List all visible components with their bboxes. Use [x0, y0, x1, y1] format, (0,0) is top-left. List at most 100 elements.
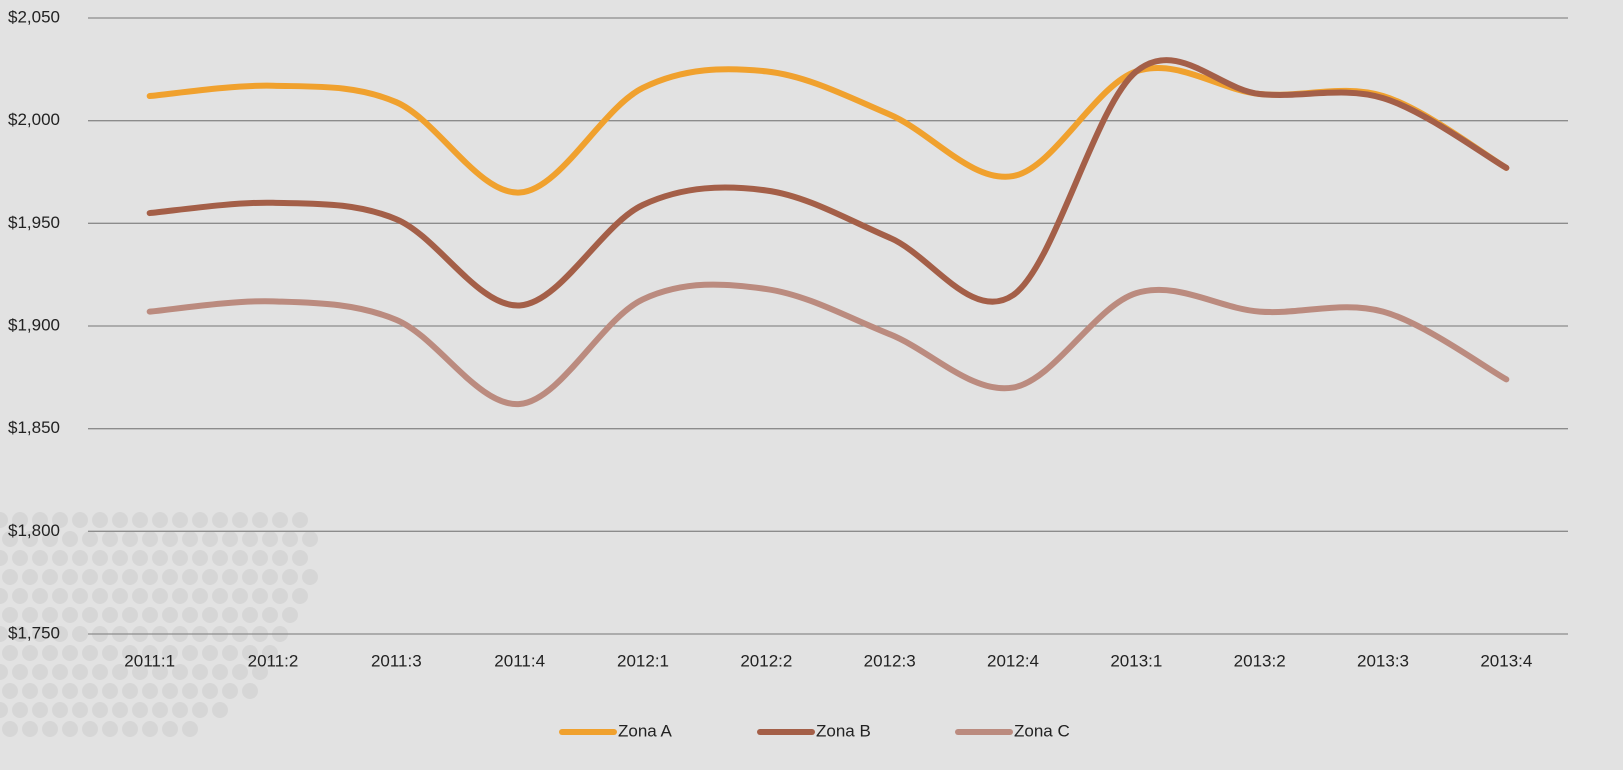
- dot: [32, 626, 48, 642]
- dot: [32, 664, 48, 680]
- dot: [82, 569, 98, 585]
- dot: [192, 702, 208, 718]
- dot: [122, 645, 138, 661]
- dot: [82, 721, 98, 737]
- dot: [232, 664, 248, 680]
- y-tick-label: $1,850: [8, 418, 60, 437]
- dot: [52, 626, 68, 642]
- dot: [112, 702, 128, 718]
- dot: [222, 531, 238, 547]
- dot: [222, 569, 238, 585]
- dot: [112, 550, 128, 566]
- legend-label: Zona C: [1014, 721, 1070, 740]
- dot: [172, 550, 188, 566]
- dot: [182, 607, 198, 623]
- dot: [242, 683, 258, 699]
- dot: [122, 721, 138, 737]
- dot: [22, 683, 38, 699]
- dot: [152, 588, 168, 604]
- dot: [242, 607, 258, 623]
- dot: [122, 683, 138, 699]
- dot: [52, 550, 68, 566]
- dot: [202, 683, 218, 699]
- dot: [292, 512, 308, 528]
- dot: [2, 721, 18, 737]
- dot: [152, 550, 168, 566]
- dot: [2, 683, 18, 699]
- dot: [202, 569, 218, 585]
- dot: [302, 531, 318, 547]
- dot: [282, 607, 298, 623]
- dot: [42, 645, 58, 661]
- dot: [92, 664, 108, 680]
- dot: [12, 512, 28, 528]
- dot: [242, 645, 258, 661]
- dot: [162, 721, 178, 737]
- dot: [242, 531, 258, 547]
- dot: [172, 664, 188, 680]
- dot: [32, 702, 48, 718]
- dot: [212, 664, 228, 680]
- dot: [282, 531, 298, 547]
- dot: [212, 550, 228, 566]
- dot: [92, 512, 108, 528]
- dot: [142, 721, 158, 737]
- dot: [0, 588, 8, 604]
- dot: [232, 512, 248, 528]
- dot: [302, 569, 318, 585]
- legend-label: Zona A: [618, 721, 673, 740]
- dot: [52, 702, 68, 718]
- dot: [112, 588, 128, 604]
- dot: [12, 588, 28, 604]
- dot: [0, 626, 8, 642]
- dot: [42, 569, 58, 585]
- dot: [72, 702, 88, 718]
- dot: [272, 550, 288, 566]
- dot: [132, 588, 148, 604]
- dot: [92, 588, 108, 604]
- dot: [22, 645, 38, 661]
- dot: [262, 569, 278, 585]
- dot: [62, 645, 78, 661]
- dot: [182, 645, 198, 661]
- dot: [132, 512, 148, 528]
- dot: [42, 531, 58, 547]
- dot: [22, 531, 38, 547]
- dot: [132, 702, 148, 718]
- dot: [172, 588, 188, 604]
- dot: [182, 531, 198, 547]
- x-tick-label: 2011:2: [248, 651, 299, 670]
- dot: [72, 626, 88, 642]
- dot: [152, 512, 168, 528]
- y-tick-label: $1,750: [8, 623, 60, 642]
- dot: [32, 512, 48, 528]
- dot: [292, 550, 308, 566]
- decoration: [0, 512, 318, 737]
- dot: [182, 721, 198, 737]
- dot: [102, 531, 118, 547]
- dot: [152, 702, 168, 718]
- dot: [222, 607, 238, 623]
- dot: [262, 645, 278, 661]
- dot: [0, 550, 8, 566]
- dot: [182, 683, 198, 699]
- dot: [0, 702, 8, 718]
- dot: [162, 683, 178, 699]
- dot: [102, 721, 118, 737]
- dot: [82, 607, 98, 623]
- dot: [102, 569, 118, 585]
- dot: [0, 512, 8, 528]
- dot: [72, 588, 88, 604]
- dot: [92, 702, 108, 718]
- dot: [102, 607, 118, 623]
- dot: [92, 550, 108, 566]
- dot: [62, 721, 78, 737]
- dot: [232, 588, 248, 604]
- dot: [122, 569, 138, 585]
- dot: [52, 512, 68, 528]
- y-tick-label: $1,950: [8, 213, 60, 232]
- dot: [2, 531, 18, 547]
- x-tick-label: 2012:4: [987, 651, 1039, 670]
- dot: [192, 664, 208, 680]
